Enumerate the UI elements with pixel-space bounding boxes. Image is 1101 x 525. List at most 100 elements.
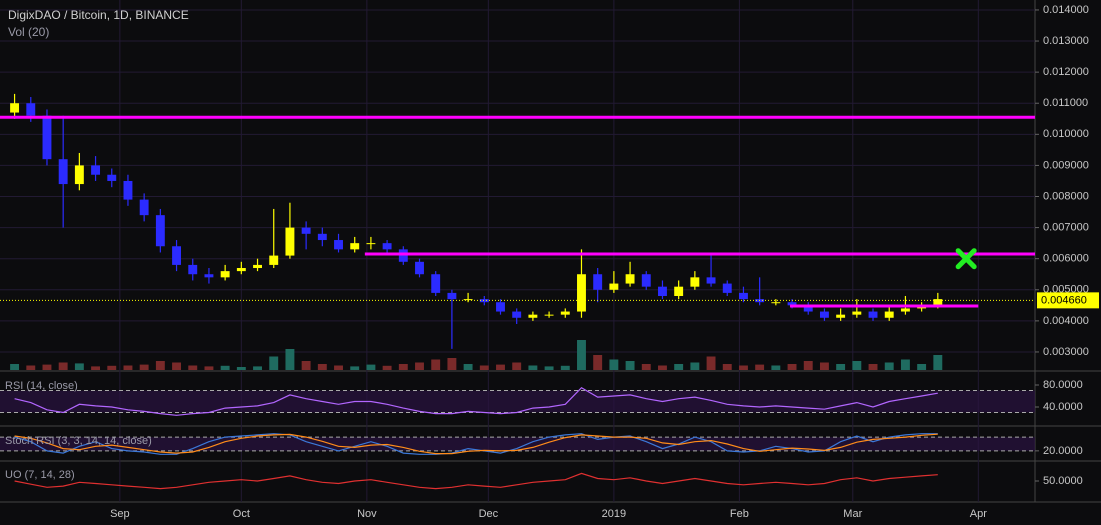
candle-body bbox=[528, 314, 538, 318]
volume-bar bbox=[463, 364, 473, 370]
volume-title: Vol (20) bbox=[8, 25, 49, 39]
volume-bar bbox=[593, 355, 603, 370]
y-tick-label: 50.0000 bbox=[1043, 475, 1083, 487]
candle-body bbox=[560, 311, 570, 315]
candle-body bbox=[641, 274, 651, 287]
candle-body bbox=[625, 274, 635, 284]
indicator-line bbox=[14, 386, 938, 416]
band-fill bbox=[0, 437, 1035, 451]
candle-body bbox=[771, 302, 781, 304]
candle-body bbox=[10, 103, 20, 113]
volume-bar bbox=[771, 365, 781, 370]
y-tick-label: 40.0000 bbox=[1043, 401, 1083, 413]
y-tick-label: 0.004000 bbox=[1043, 315, 1089, 327]
x-tick-label: Nov bbox=[357, 508, 377, 520]
volume-bar bbox=[155, 361, 165, 370]
x-tick-label: Mar bbox=[843, 508, 862, 520]
volume-bar bbox=[123, 365, 133, 370]
candle-body bbox=[285, 227, 295, 256]
candle-body bbox=[431, 274, 441, 293]
volume-bar bbox=[172, 362, 182, 370]
price-axis-area bbox=[1035, 0, 1101, 525]
volume-bar bbox=[836, 364, 846, 370]
volume-bar bbox=[334, 365, 343, 370]
candle-body bbox=[398, 249, 408, 262]
candle-body bbox=[803, 305, 813, 312]
candle-body bbox=[382, 243, 392, 250]
volume-bar bbox=[188, 365, 198, 370]
candle-body bbox=[334, 240, 343, 250]
candle-body bbox=[301, 227, 311, 234]
candle-body bbox=[172, 246, 182, 265]
candle-body bbox=[852, 311, 862, 315]
volume-bar bbox=[641, 364, 651, 370]
volume-bar bbox=[917, 364, 927, 370]
candle-body bbox=[463, 299, 473, 301]
last-price-label: 0.004660 bbox=[1041, 294, 1087, 306]
candle-body bbox=[690, 277, 700, 287]
candle-body bbox=[107, 174, 117, 181]
volume-bar bbox=[236, 367, 246, 370]
candle-body bbox=[836, 314, 846, 318]
volume-bar bbox=[366, 364, 376, 370]
candle-body bbox=[236, 268, 246, 272]
y-tick-label: 0.008000 bbox=[1043, 190, 1089, 202]
candle-body bbox=[479, 299, 489, 303]
candle-body bbox=[868, 311, 878, 318]
volume-bar bbox=[560, 365, 570, 370]
candle-body bbox=[658, 286, 667, 296]
candle-body bbox=[350, 243, 360, 250]
candle-body bbox=[74, 165, 84, 185]
volume-bar bbox=[317, 364, 327, 370]
band-fill bbox=[0, 390, 1035, 413]
candle-body bbox=[415, 261, 424, 275]
candle-body bbox=[819, 311, 829, 318]
volume-bar bbox=[10, 364, 20, 370]
volume-bar bbox=[382, 365, 392, 370]
uo-title: UO (7, 14, 28) bbox=[5, 469, 75, 481]
plot bbox=[0, 93, 1035, 490]
candle-body bbox=[188, 264, 198, 275]
candle-body bbox=[123, 180, 133, 200]
candle-body bbox=[706, 277, 716, 284]
volume-bar bbox=[706, 356, 716, 370]
candle-body bbox=[253, 264, 262, 269]
indicator-line bbox=[14, 433, 938, 455]
y-tick-label: 0.006000 bbox=[1043, 253, 1089, 265]
volume-bar bbox=[528, 365, 538, 370]
candle-body bbox=[155, 215, 165, 247]
x-tick-label: Sep bbox=[110, 508, 130, 520]
x-tick-label: Oct bbox=[233, 508, 250, 520]
volume-bar bbox=[609, 359, 619, 370]
y-tick-label: 0.010000 bbox=[1043, 128, 1089, 140]
y-tick-label: 0.013000 bbox=[1043, 35, 1089, 47]
candle-body bbox=[220, 271, 230, 278]
indicator-line bbox=[14, 433, 938, 455]
y-tick-label: 0.009000 bbox=[1043, 159, 1089, 171]
candle-body bbox=[593, 274, 603, 290]
volume-bar bbox=[544, 366, 554, 370]
candle-body bbox=[577, 274, 586, 312]
volume-bar bbox=[91, 366, 101, 370]
marker-x bbox=[955, 248, 977, 270]
volume-bar bbox=[690, 362, 700, 370]
y-tick-label: 80.0000 bbox=[1043, 379, 1083, 391]
volume-bar bbox=[738, 365, 748, 370]
volume-bar bbox=[204, 366, 214, 370]
volume-bar bbox=[301, 361, 311, 370]
volume-bar bbox=[253, 366, 262, 370]
volume-bar bbox=[852, 361, 862, 370]
volume-bar bbox=[107, 365, 117, 370]
volume-bar bbox=[447, 358, 457, 370]
candle-body bbox=[496, 302, 505, 312]
y-tick-label: 0.007000 bbox=[1043, 222, 1089, 234]
candle-body bbox=[204, 274, 214, 278]
volume-bar bbox=[42, 364, 52, 370]
volume-bar bbox=[933, 355, 943, 370]
y-tick-label: 0.003000 bbox=[1043, 346, 1089, 358]
y-tick-label: 20.0000 bbox=[1043, 445, 1083, 457]
volume-bar bbox=[220, 365, 230, 370]
stoch-title: Stoch RSI (3, 3, 14, 14, close) bbox=[5, 435, 152, 447]
candle-body bbox=[139, 199, 149, 216]
